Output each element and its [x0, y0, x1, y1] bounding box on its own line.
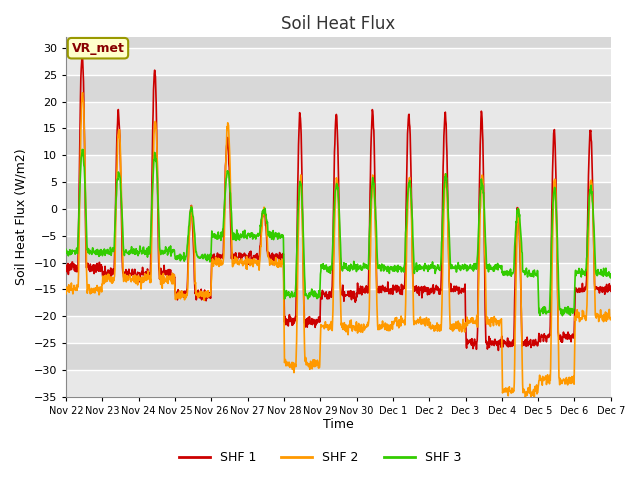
- Line: SHF 2: SHF 2: [66, 93, 611, 398]
- Text: VR_met: VR_met: [72, 42, 124, 55]
- Line: SHF 3: SHF 3: [66, 149, 611, 316]
- SHF 2: [79, 90, 86, 96]
- SHF 3: [244, 232, 252, 238]
- SHF 2: [424, 319, 431, 325]
- SHF 1: [424, 286, 431, 291]
- Bar: [66, 209, 611, 236]
- SHF 2: [607, 316, 614, 322]
- Bar: [66, 263, 611, 289]
- SHF 3: [79, 146, 86, 152]
- X-axis label: Time: Time: [323, 419, 354, 432]
- SHF 3: [559, 313, 566, 319]
- SHF 1: [244, 261, 252, 267]
- SHF 1: [184, 276, 191, 282]
- SHF 1: [607, 288, 614, 294]
- Bar: [66, 370, 611, 396]
- SHF 1: [79, 52, 86, 58]
- Bar: [66, 102, 611, 129]
- Bar: [66, 316, 611, 343]
- SHF 2: [184, 287, 191, 292]
- SHF 1: [62, 268, 70, 274]
- Title: Soil Heat Flux: Soil Heat Flux: [282, 15, 396, 33]
- SHF 2: [531, 395, 538, 401]
- SHF 1: [543, 336, 550, 341]
- SHF 3: [424, 264, 431, 270]
- SHF 3: [184, 240, 191, 246]
- Bar: [66, 48, 611, 75]
- SHF 2: [495, 321, 502, 326]
- SHF 1: [170, 275, 178, 281]
- SHF 3: [170, 247, 178, 253]
- SHF 2: [170, 272, 178, 277]
- SHF 1: [495, 348, 502, 353]
- SHF 1: [495, 339, 502, 345]
- SHF 3: [543, 310, 550, 316]
- SHF 3: [607, 271, 614, 276]
- SHF 2: [543, 379, 550, 385]
- Y-axis label: Soil Heat Flux (W/m2): Soil Heat Flux (W/m2): [15, 149, 28, 285]
- SHF 2: [62, 291, 70, 297]
- SHF 2: [244, 260, 252, 266]
- SHF 3: [62, 247, 70, 252]
- Bar: [66, 156, 611, 182]
- Legend: SHF 1, SHF 2, SHF 3: SHF 1, SHF 2, SHF 3: [173, 446, 467, 469]
- Line: SHF 1: SHF 1: [66, 55, 611, 350]
- SHF 3: [495, 264, 502, 269]
